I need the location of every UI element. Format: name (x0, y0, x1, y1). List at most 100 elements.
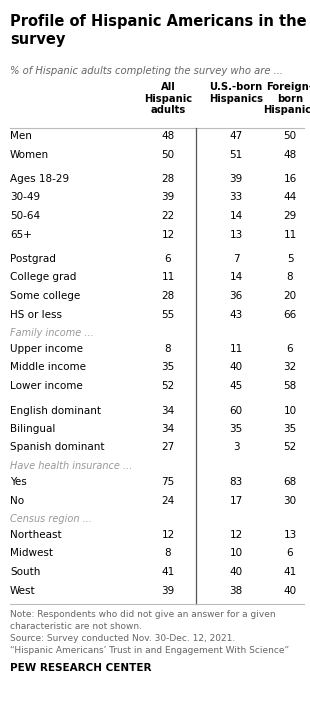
Text: 12: 12 (229, 530, 243, 540)
Text: 41: 41 (162, 567, 175, 577)
Text: 6: 6 (287, 344, 293, 354)
Text: 52: 52 (162, 381, 175, 391)
Text: characteristic are not shown.: characteristic are not shown. (10, 622, 142, 631)
Text: 30-49: 30-49 (10, 193, 40, 203)
Text: Source: Survey conducted Nov. 30-Dec. 12, 2021.: Source: Survey conducted Nov. 30-Dec. 12… (10, 634, 235, 643)
Text: 39: 39 (162, 193, 175, 203)
Text: 58: 58 (283, 381, 297, 391)
Text: Spanish dominant: Spanish dominant (10, 442, 104, 452)
Text: 22: 22 (162, 211, 175, 221)
Text: 55: 55 (162, 310, 175, 320)
Text: Upper income: Upper income (10, 344, 83, 354)
Text: % of Hispanic adults completing the survey who are ...: % of Hispanic adults completing the surv… (10, 66, 283, 76)
Text: 45: 45 (229, 381, 243, 391)
Text: 28: 28 (162, 174, 175, 184)
Text: Ages 18-29: Ages 18-29 (10, 174, 69, 184)
Text: 35: 35 (229, 424, 243, 434)
Text: 33: 33 (229, 193, 243, 203)
Text: 13: 13 (283, 530, 297, 540)
Text: PEW RESEARCH CENTER: PEW RESEARCH CENTER (10, 663, 152, 673)
Text: U.S.-born
Hispanics: U.S.-born Hispanics (209, 82, 263, 104)
Text: 8: 8 (287, 272, 293, 282)
Text: 39: 39 (162, 586, 175, 596)
Text: Some college: Some college (10, 291, 80, 301)
Text: 8: 8 (165, 549, 171, 559)
Text: 44: 44 (283, 193, 297, 203)
Text: 32: 32 (283, 362, 297, 372)
Text: 20: 20 (283, 291, 297, 301)
Text: 48: 48 (162, 131, 175, 141)
Text: Women: Women (10, 150, 49, 160)
Text: Men: Men (10, 131, 32, 141)
Text: 28: 28 (162, 291, 175, 301)
Text: 35: 35 (162, 362, 175, 372)
Text: 3: 3 (233, 442, 239, 452)
Text: Family income ...: Family income ... (10, 328, 94, 338)
Text: 10: 10 (283, 406, 297, 415)
Text: 34: 34 (162, 406, 175, 415)
Text: 68: 68 (283, 477, 297, 487)
Text: West: West (10, 586, 36, 596)
Text: 10: 10 (229, 549, 242, 559)
Text: 41: 41 (283, 567, 297, 577)
Text: 16: 16 (283, 174, 297, 184)
Text: 65+: 65+ (10, 230, 32, 240)
Text: College grad: College grad (10, 272, 76, 282)
Text: 39: 39 (229, 174, 243, 184)
Text: 50-64: 50-64 (10, 211, 40, 221)
Text: 30: 30 (283, 496, 297, 506)
Text: 47: 47 (229, 131, 243, 141)
Text: English dominant: English dominant (10, 406, 101, 415)
Text: Midwest: Midwest (10, 549, 53, 559)
Text: Profile of Hispanic Americans in the
survey: Profile of Hispanic Americans in the sur… (10, 14, 307, 47)
Text: Postgrad: Postgrad (10, 254, 56, 264)
Text: 48: 48 (283, 150, 297, 160)
Text: 66: 66 (283, 310, 297, 320)
Text: 38: 38 (229, 586, 243, 596)
Text: 27: 27 (162, 442, 175, 452)
Text: 6: 6 (165, 254, 171, 264)
Text: 11: 11 (283, 230, 297, 240)
Text: 29: 29 (283, 211, 297, 221)
Text: 11: 11 (162, 272, 175, 282)
Text: Middle income: Middle income (10, 362, 86, 372)
Text: 50: 50 (283, 131, 297, 141)
Text: 60: 60 (229, 406, 242, 415)
Text: 14: 14 (229, 211, 243, 221)
Text: 24: 24 (162, 496, 175, 506)
Text: 50: 50 (162, 150, 175, 160)
Text: 14: 14 (229, 272, 243, 282)
Text: 34: 34 (162, 424, 175, 434)
Text: 11: 11 (229, 344, 243, 354)
Text: 83: 83 (229, 477, 243, 487)
Text: HS or less: HS or less (10, 310, 62, 320)
Text: Census region ...: Census region ... (10, 514, 92, 524)
Text: 13: 13 (229, 230, 243, 240)
Text: 40: 40 (229, 362, 242, 372)
Text: 17: 17 (229, 496, 243, 506)
Text: 43: 43 (229, 310, 243, 320)
Text: 52: 52 (283, 442, 297, 452)
Text: No: No (10, 496, 24, 506)
Text: Northeast: Northeast (10, 530, 62, 540)
Text: 12: 12 (162, 230, 175, 240)
Text: 35: 35 (283, 424, 297, 434)
Text: 8: 8 (165, 344, 171, 354)
Text: “Hispanic Americans’ Trust in and Engagement With Science”: “Hispanic Americans’ Trust in and Engage… (10, 646, 289, 655)
Text: 12: 12 (162, 530, 175, 540)
Text: 6: 6 (287, 549, 293, 559)
Text: Yes: Yes (10, 477, 27, 487)
Text: Foreign-
born
Hispanics: Foreign- born Hispanics (263, 82, 310, 115)
Text: Bilingual: Bilingual (10, 424, 55, 434)
Text: Lower income: Lower income (10, 381, 83, 391)
Text: 7: 7 (233, 254, 239, 264)
Text: 51: 51 (229, 150, 243, 160)
Text: 40: 40 (229, 567, 242, 577)
Text: All
Hispanic
adults: All Hispanic adults (144, 82, 192, 115)
Text: 40: 40 (283, 586, 297, 596)
Text: South: South (10, 567, 40, 577)
Text: 5: 5 (287, 254, 293, 264)
Text: 75: 75 (162, 477, 175, 487)
Text: Have health insurance ...: Have health insurance ... (10, 461, 132, 471)
Text: 36: 36 (229, 291, 243, 301)
